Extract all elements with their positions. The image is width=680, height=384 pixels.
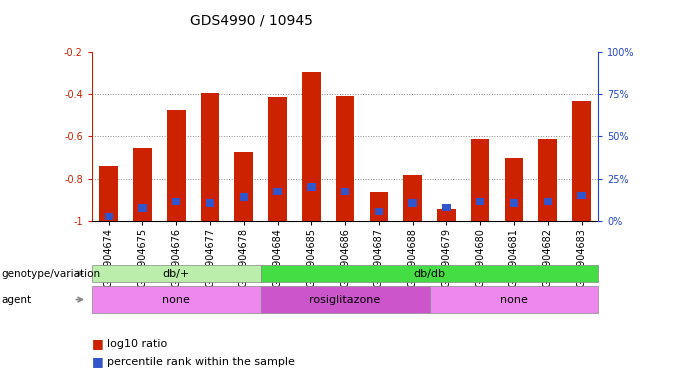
Text: none: none bbox=[163, 295, 190, 305]
Bar bbox=[269, 97, 287, 221]
Bar bbox=[273, 187, 282, 195]
Bar bbox=[442, 204, 451, 211]
Bar bbox=[99, 166, 118, 221]
Bar bbox=[201, 93, 219, 221]
Bar bbox=[577, 192, 585, 199]
Bar bbox=[105, 213, 113, 220]
Bar bbox=[543, 198, 552, 205]
Bar bbox=[510, 199, 518, 207]
Text: ■: ■ bbox=[92, 337, 103, 350]
Text: percentile rank within the sample: percentile rank within the sample bbox=[107, 357, 295, 367]
Bar bbox=[302, 72, 320, 221]
Text: db/db: db/db bbox=[413, 268, 445, 279]
Bar bbox=[437, 209, 456, 221]
Text: GDS4990 / 10945: GDS4990 / 10945 bbox=[190, 13, 313, 27]
Bar bbox=[476, 198, 484, 205]
Bar bbox=[307, 183, 316, 191]
Bar bbox=[573, 101, 591, 221]
Text: log10 ratio: log10 ratio bbox=[107, 339, 168, 349]
Text: rosiglitazone: rosiglitazone bbox=[309, 295, 381, 305]
Bar bbox=[341, 187, 350, 195]
Bar bbox=[336, 96, 354, 221]
Bar bbox=[133, 148, 152, 221]
Text: genotype/variation: genotype/variation bbox=[1, 268, 101, 279]
Bar bbox=[235, 152, 253, 221]
Bar bbox=[138, 204, 147, 212]
Bar bbox=[375, 208, 383, 215]
Text: agent: agent bbox=[1, 295, 31, 305]
Text: none: none bbox=[500, 295, 528, 305]
Text: db/+: db/+ bbox=[163, 268, 190, 279]
Bar bbox=[539, 139, 557, 221]
Bar bbox=[239, 194, 248, 201]
Bar bbox=[471, 139, 490, 221]
Bar bbox=[409, 199, 417, 207]
Bar bbox=[206, 199, 214, 207]
Bar bbox=[172, 198, 180, 205]
Bar bbox=[505, 159, 523, 221]
Bar bbox=[167, 110, 186, 221]
Text: ■: ■ bbox=[92, 355, 103, 368]
Bar bbox=[403, 175, 422, 221]
Bar bbox=[370, 192, 388, 221]
